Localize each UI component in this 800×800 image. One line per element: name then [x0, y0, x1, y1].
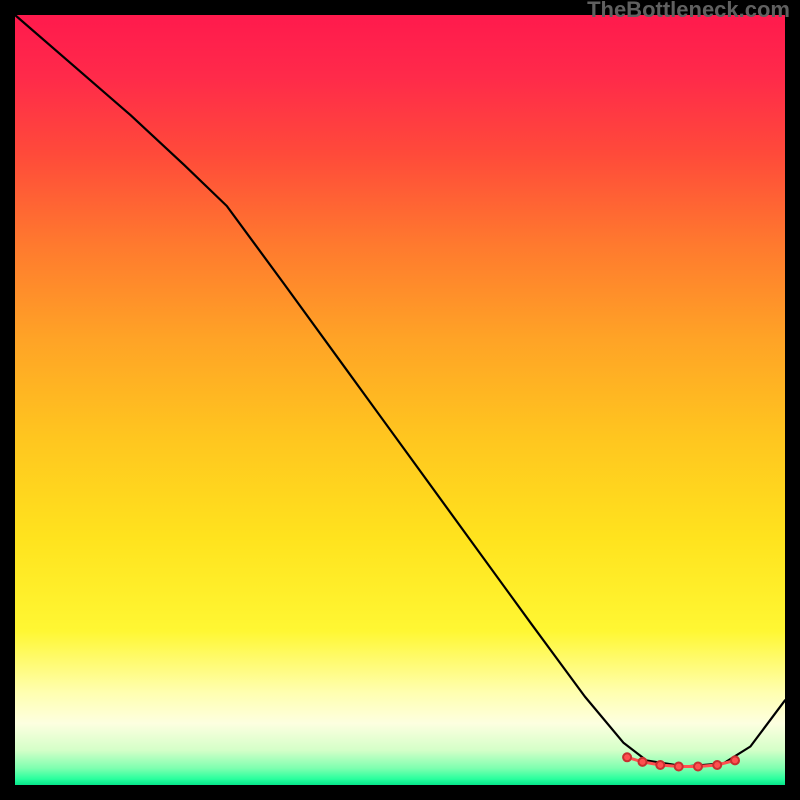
marker-point — [713, 761, 721, 769]
marker-point — [675, 763, 683, 771]
bottleneck-curve — [15, 15, 785, 767]
chart-line-layer — [15, 15, 785, 785]
plot-area — [15, 15, 785, 785]
marker-point — [656, 761, 664, 769]
marker-point — [731, 756, 739, 764]
marker-point — [694, 763, 702, 771]
marker-point — [639, 758, 647, 766]
chart-container: TheBottleneck.com — [0, 0, 800, 800]
marker-point — [623, 753, 631, 761]
watermark-label: TheBottleneck.com — [587, 0, 790, 23]
